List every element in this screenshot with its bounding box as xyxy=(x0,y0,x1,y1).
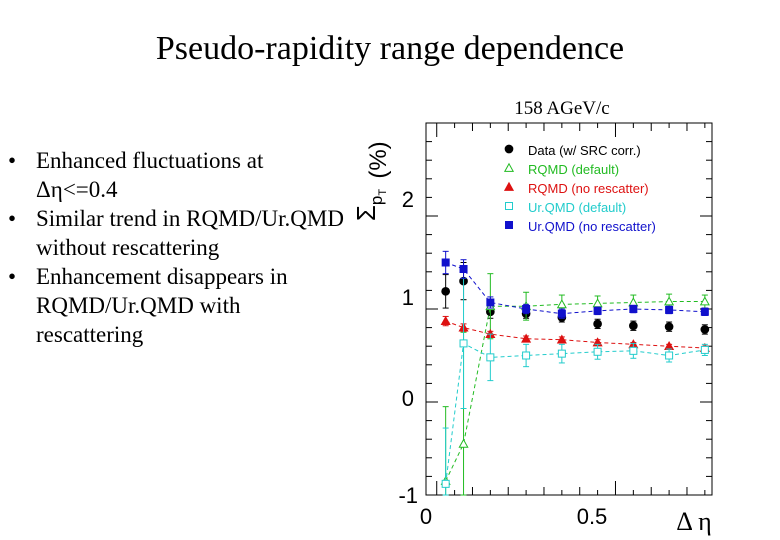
data-point xyxy=(629,346,638,355)
data-point xyxy=(441,286,451,296)
bullet-item: Enhancement disappears in RQMD/Ur.QMD wi… xyxy=(8,262,348,349)
data-point xyxy=(441,479,450,488)
bullet-list: Enhanced fluctuations at Δη<=0.4 Similar… xyxy=(8,146,348,349)
data-point xyxy=(556,334,567,344)
data-point xyxy=(700,345,709,354)
x-tick-label: 0 xyxy=(420,504,432,529)
y-axis-ticks xyxy=(426,122,712,496)
data-point xyxy=(664,296,675,306)
data-point xyxy=(665,351,674,360)
chart-title: 158 AGeV/c xyxy=(514,98,610,119)
legend-label: RQMD (default) xyxy=(528,162,619,177)
x-axis-label: Δ η xyxy=(676,507,711,536)
data-point xyxy=(440,315,451,325)
x-tick-label: 0.5 xyxy=(577,504,608,529)
series-line xyxy=(445,320,705,349)
data-point xyxy=(664,322,674,332)
data-point xyxy=(503,181,515,191)
data-point xyxy=(665,305,674,314)
data-point xyxy=(441,258,450,267)
y-axis-label-subsub: T xyxy=(377,189,389,196)
bullet-item: Similar trend in RQMD/Ur.QMD without res… xyxy=(8,204,348,262)
y-tick-label: 2 xyxy=(402,187,414,212)
data-point xyxy=(556,299,567,309)
legend-entry: RQMD (no rescatter) xyxy=(503,181,649,196)
bullet-item: Enhanced fluctuations at Δη<=0.4 xyxy=(8,146,348,204)
legend-label: Ur.QMD (no rescatter) xyxy=(528,219,656,234)
data-point xyxy=(557,349,566,358)
data-point xyxy=(629,305,638,313)
data-point xyxy=(699,296,710,306)
data-point xyxy=(458,438,469,448)
data-point xyxy=(629,321,638,331)
y-axis-label-unit: (%) xyxy=(365,141,392,178)
data-point xyxy=(700,325,710,334)
legend-label: Ur.QMD (default) xyxy=(528,200,626,215)
data-point xyxy=(593,319,602,329)
legend: Data (w/ SRC corr.) RQMD (default) RQMD (n… xyxy=(503,143,656,234)
legend-entry: Data (w/ SRC corr.) xyxy=(504,143,641,158)
y-axis-label-symbol: Σ xyxy=(351,205,381,221)
data-point xyxy=(700,307,709,316)
data-point xyxy=(557,309,566,318)
y-axis-symbol: ΣpT xyxy=(351,189,389,222)
legend-entry: Ur.QMD (default) xyxy=(505,200,626,215)
y-tick-label: 1 xyxy=(402,285,414,310)
y-axis-label-sub: p xyxy=(367,196,386,205)
data-point xyxy=(459,339,468,348)
data-point xyxy=(486,298,495,307)
legend-label: Data (w/ SRC corr.) xyxy=(528,143,641,158)
legend-label: RQMD (no rescatter) xyxy=(528,181,649,196)
svg-text:(%): (%) xyxy=(365,141,392,178)
data-point xyxy=(664,340,675,351)
data-point xyxy=(505,202,513,210)
data-point xyxy=(592,298,603,308)
slide-title: Pseudo-rapidity range dependence xyxy=(155,30,625,67)
legend-entry: RQMD (default) xyxy=(503,162,619,177)
series-layer xyxy=(440,250,710,496)
data-point xyxy=(505,221,513,229)
data-point xyxy=(628,297,639,307)
data-point xyxy=(593,347,602,356)
data-point xyxy=(522,305,531,313)
y-tick-label: -1 xyxy=(398,483,418,508)
series-line xyxy=(445,342,705,484)
y-axis-label: (%) xyxy=(365,141,392,178)
data-point xyxy=(486,353,495,362)
data-point xyxy=(522,351,531,360)
svg-text:ΣpT: ΣpT xyxy=(351,189,389,222)
y-tick-label: 0 xyxy=(402,386,414,411)
x-axis-ticks xyxy=(436,123,706,495)
series-group xyxy=(441,250,709,319)
data-point xyxy=(459,265,468,274)
data-point xyxy=(504,144,514,154)
data-point xyxy=(593,306,602,315)
legend-entry: Ur.QMD (no rescatter) xyxy=(505,219,656,234)
data-point xyxy=(521,333,532,343)
data-point xyxy=(503,162,515,172)
